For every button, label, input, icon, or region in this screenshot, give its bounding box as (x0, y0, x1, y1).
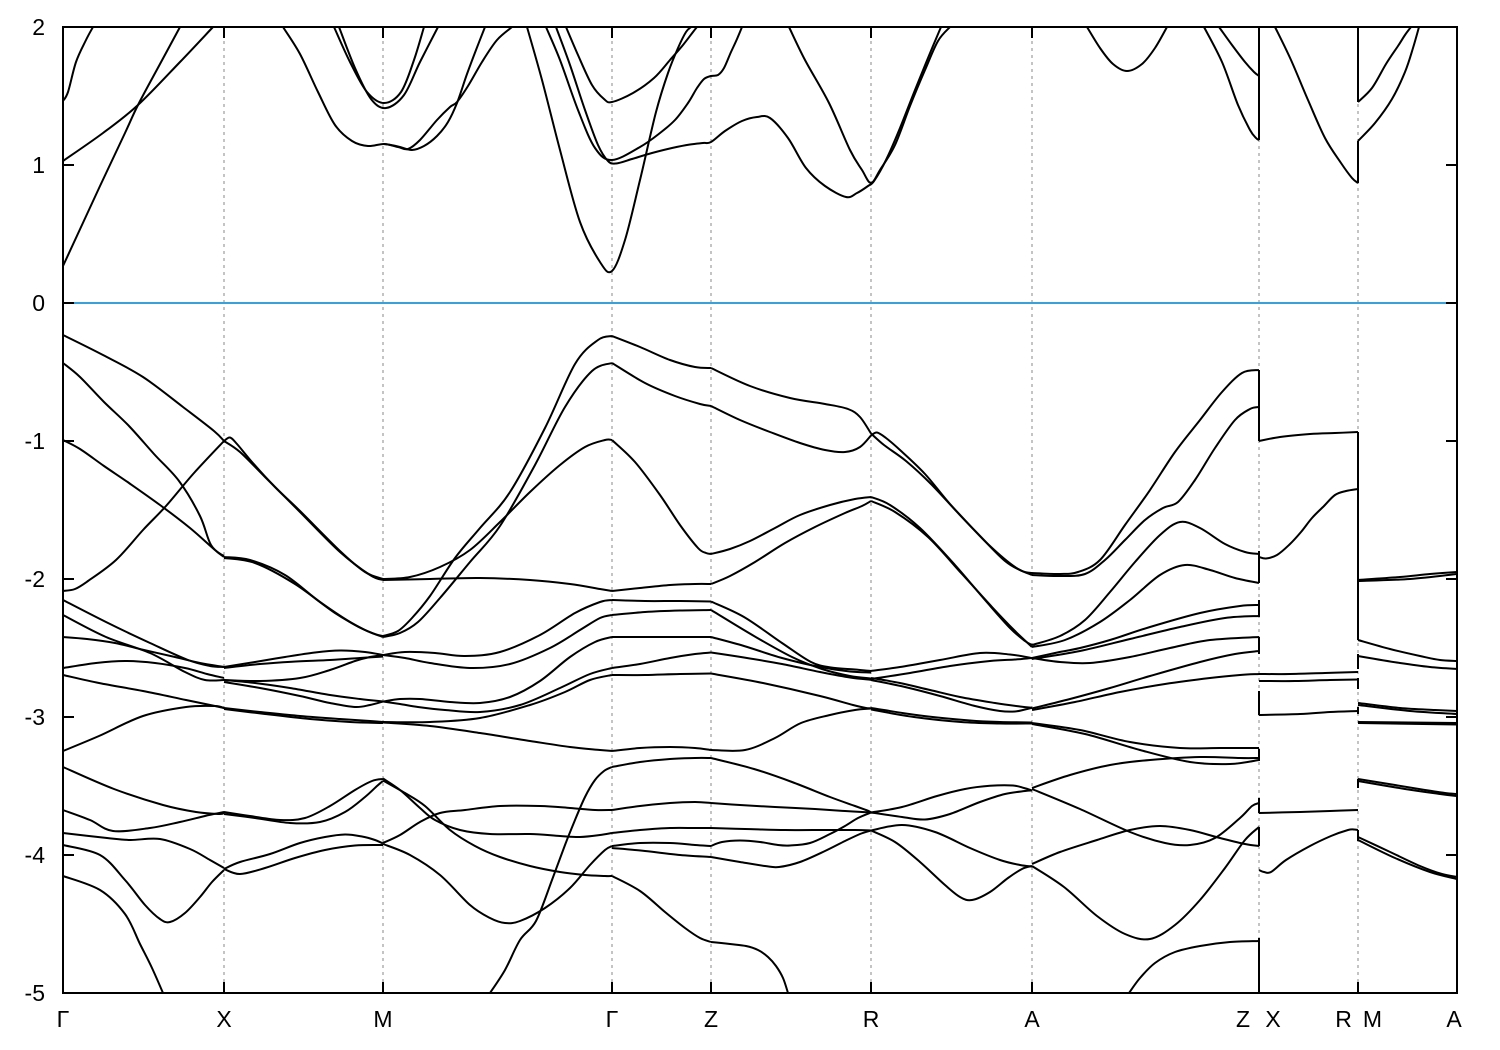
svg-text:R: R (1335, 1006, 1352, 1032)
svg-text:M: M (373, 1006, 392, 1032)
svg-text:-1: -1 (25, 428, 45, 454)
svg-text:-4: -4 (25, 842, 46, 868)
svg-text:Γ: Γ (57, 1006, 70, 1032)
svg-text:A: A (1024, 1006, 1040, 1032)
svg-text:-3: -3 (25, 704, 45, 730)
svg-text:Z: Z (1236, 1006, 1250, 1032)
svg-text:R: R (863, 1006, 880, 1032)
svg-text:Z: Z (704, 1006, 718, 1032)
svg-text:Γ: Γ (606, 1006, 619, 1032)
svg-text:-2: -2 (25, 566, 45, 592)
svg-text:2: 2 (32, 14, 45, 40)
svg-text:0: 0 (32, 290, 45, 316)
svg-text:1: 1 (32, 152, 45, 178)
svg-text:M: M (1363, 1006, 1382, 1032)
svg-text:-5: -5 (25, 980, 45, 1006)
svg-text:X: X (1265, 1006, 1280, 1032)
svg-text:A: A (1446, 1006, 1462, 1032)
svg-text:X: X (216, 1006, 231, 1032)
